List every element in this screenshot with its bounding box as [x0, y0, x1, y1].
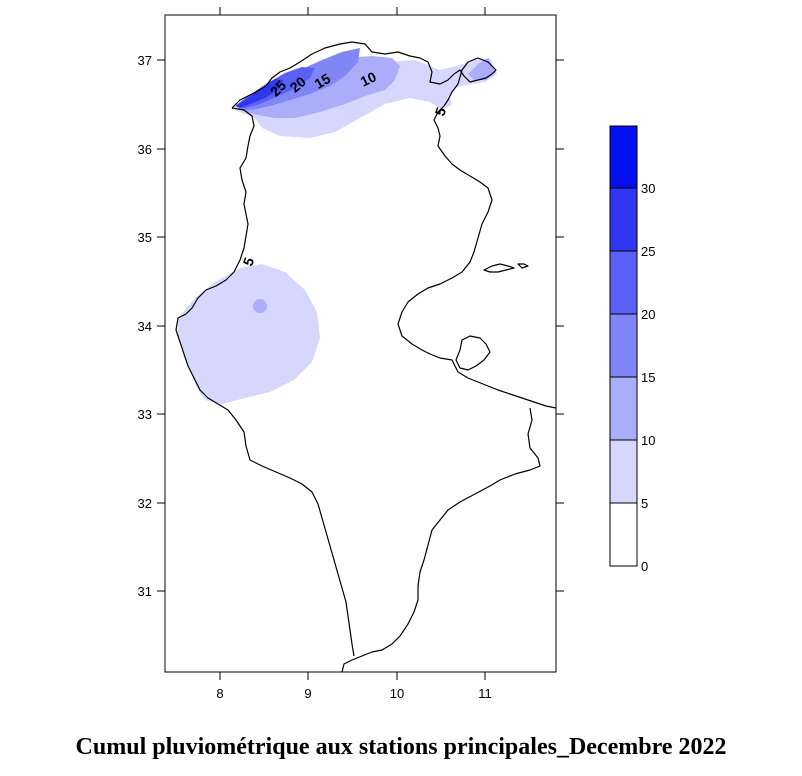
legend-labels: 0 5 10 15 20 25 30	[641, 181, 655, 574]
x-tick-label: 9	[304, 686, 311, 701]
legend-label: 20	[641, 307, 655, 322]
contour-label-15: 15	[312, 70, 334, 92]
legend-label: 15	[641, 370, 655, 385]
x-tick-label: 11	[478, 686, 492, 701]
tunisia-south-coast	[341, 407, 541, 673]
kerkennah-islands	[483, 263, 529, 273]
y-tick-label: 36	[138, 142, 152, 157]
y-tick-label: 37	[138, 53, 152, 68]
legend-colorbar	[609, 125, 638, 567]
y-tick-label: 34	[138, 319, 152, 334]
contour-label-10: 10	[358, 68, 379, 89]
legend-band-0-5	[609, 502, 638, 567]
rainfall-map: 25 20 15 10 5 5 8 9 10 11	[138, 7, 655, 701]
contour-zones	[178, 48, 497, 404]
western-border	[175, 107, 355, 657]
y-tick-label: 32	[138, 496, 152, 511]
tunisia-outline	[231, 41, 557, 409]
legend-band-30-plus	[609, 125, 638, 189]
y-tick-label: 31	[138, 584, 152, 599]
djerba-island	[455, 335, 491, 371]
legend-band-10-15	[609, 376, 638, 441]
legend-label: 10	[641, 433, 655, 448]
legend-label: 30	[641, 181, 655, 196]
legend-label: 25	[641, 244, 655, 259]
coastline	[175, 41, 557, 673]
y-tick-labels: 37 36 35 34 33 32 31	[138, 53, 152, 599]
legend-band-20-25	[609, 250, 638, 315]
zone-10-15-dot	[253, 299, 267, 313]
legend-band-15-20	[609, 313, 638, 378]
zone-25-30	[236, 79, 283, 108]
legend-band-25-30	[609, 187, 638, 252]
zone-5-10-southwest	[178, 264, 320, 404]
contour-label-5-west: 5	[239, 255, 257, 268]
x-tick-label: 8	[216, 686, 223, 701]
legend-label: 5	[641, 496, 648, 511]
axis-ticks	[157, 7, 564, 680]
y-tick-label: 33	[138, 407, 152, 422]
legend-label: 0	[641, 559, 648, 574]
legend-band-5-10	[609, 439, 638, 504]
map-frame	[164, 14, 557, 673]
y-tick-label: 35	[138, 230, 152, 245]
x-tick-label: 10	[390, 686, 404, 701]
x-tick-labels: 8 9 10 11	[216, 686, 491, 701]
map-title: Cumul pluviométrique aux stations princi…	[75, 734, 727, 760]
